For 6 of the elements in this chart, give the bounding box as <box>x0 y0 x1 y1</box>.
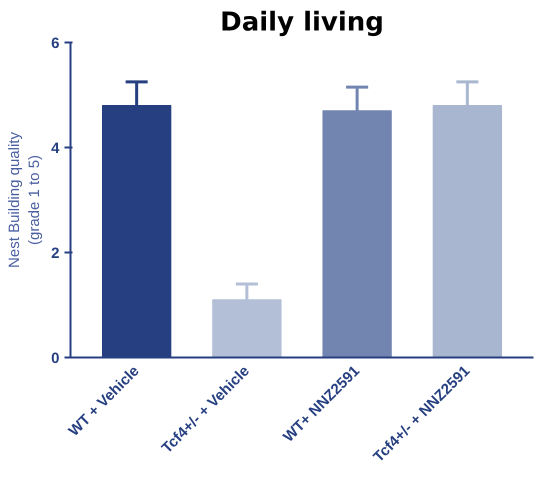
chart-title: Daily living <box>220 8 384 38</box>
y-tick-label: 4 <box>51 140 60 157</box>
y-tick-label: 0 <box>51 350 60 367</box>
y-tick-label: 2 <box>51 245 60 262</box>
y-tick-label: 6 <box>51 35 60 52</box>
y-axis-title: Nest Building quality (grade 1 to 5) <box>6 132 44 268</box>
